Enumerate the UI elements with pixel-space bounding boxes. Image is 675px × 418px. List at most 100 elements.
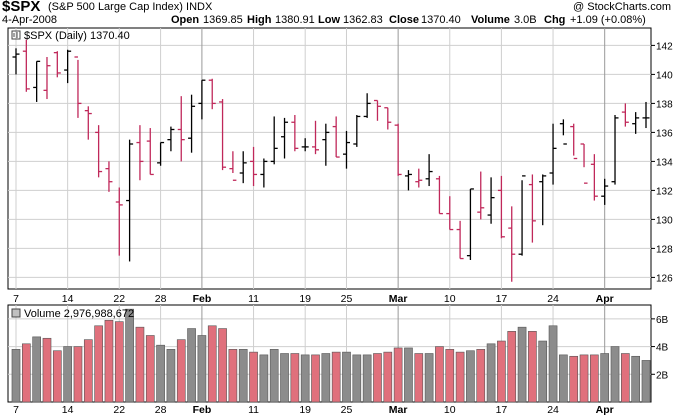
volume-bar <box>435 346 444 403</box>
price-legend-text: $SPX (Daily) 1370.40 <box>24 30 130 42</box>
volume-bar <box>445 349 455 403</box>
ohlc-bar <box>322 123 330 166</box>
price-y-tick-label: 134 <box>656 157 673 168</box>
ohlc-bar <box>508 206 516 282</box>
volume-legend-text: Volume 2,976,988,672 <box>24 308 134 320</box>
price-y-axis: 126 128 130 132 134 136 138 140 142 <box>651 41 673 284</box>
change-label: Chg <box>544 14 566 26</box>
ohlc-bar <box>590 154 598 201</box>
security-fullname: (S&P 500 Large Cap Index) <box>48 1 183 13</box>
ohlc-bar <box>53 51 61 78</box>
ohlc-bar <box>167 126 175 152</box>
ohlc-bar <box>136 125 144 181</box>
ohlc-bar <box>549 123 557 185</box>
volume-bar <box>538 340 548 403</box>
volume-bar <box>548 325 558 403</box>
volume-bar <box>507 331 517 403</box>
price-x-tick-label: 25 <box>341 293 353 305</box>
ohlc-bar <box>281 117 289 159</box>
volume-x-tick-label: 11 <box>248 404 259 416</box>
ohlc-bar <box>84 106 92 140</box>
volume-y-axis: 2B 4B 6B <box>651 315 669 381</box>
price-bars <box>12 39 650 282</box>
volume-bar <box>207 325 217 403</box>
ohlc-bar <box>291 115 299 152</box>
volume-bar <box>11 349 21 403</box>
ohlc-bar <box>260 158 268 188</box>
ohlc-bar <box>570 123 578 160</box>
ohlc-bar <box>229 151 237 181</box>
volume-bar <box>311 354 320 403</box>
ohlc-bar <box>22 39 30 92</box>
ohlc-bar <box>270 116 278 165</box>
ohlc-bar <box>373 99 381 121</box>
volume-bar <box>455 351 465 403</box>
ohlc-bar <box>632 112 640 134</box>
volume-bar <box>393 347 403 403</box>
volume-bar <box>476 349 486 403</box>
volume-bar <box>300 354 310 403</box>
price-x-tick-label: 17 <box>496 293 508 305</box>
price-x-tick-label: 10 <box>444 293 456 305</box>
volume-bar <box>383 351 393 403</box>
volume-bar <box>497 340 506 403</box>
ohlc-bar <box>177 96 185 162</box>
ohlc-bar <box>539 174 547 226</box>
ohlc-bar <box>497 175 505 239</box>
ohlc-bar <box>157 141 165 166</box>
volume-bar <box>249 351 258 403</box>
price-y-tick-label: 140 <box>656 70 673 81</box>
close-value: 1370.40 <box>421 14 461 26</box>
volume-bar <box>104 319 114 403</box>
price-y-tick-label: 136 <box>656 128 673 139</box>
volume-bar <box>321 353 331 403</box>
volume-x-tick-label: 19 <box>299 404 311 416</box>
volume-x-tick-label: Feb <box>193 404 212 416</box>
price-legend: $SPX (Daily) 1370.40 <box>11 30 130 42</box>
ohlc-bar <box>105 161 113 192</box>
legend-swatch-volume <box>11 308 21 318</box>
chart-title-bar: $SPX (S&P 500 Large Cap Index) INDX @ St… <box>0 0 675 15</box>
ohlc-bar <box>415 168 423 188</box>
volume-bar <box>83 339 93 403</box>
ohlc-bar <box>332 116 340 158</box>
ohlc-bar <box>363 93 371 118</box>
price-x-tick-label: 11 <box>248 293 259 305</box>
close-label: Close <box>389 14 419 26</box>
price-x-tick-label: 22 <box>113 293 125 305</box>
volume-x-tick-label: 17 <box>496 404 508 416</box>
quote-summary: 4-Apr-2008 Open 1369.85 High 1380.91 Low… <box>0 14 675 27</box>
volume-bar <box>238 349 248 403</box>
ohlc-bar <box>456 220 464 260</box>
volume-bar <box>590 354 599 403</box>
volume-bar <box>187 328 196 403</box>
volume-x-tick-label: 10 <box>444 404 456 416</box>
volume-bar <box>145 335 155 403</box>
ohlc-bar <box>621 103 629 127</box>
volume-bar <box>259 354 269 403</box>
open-value: 1369.85 <box>203 14 243 26</box>
ohlc-bar <box>301 138 309 152</box>
change-value: +1.09 (+0.08%) <box>570 14 646 26</box>
volume-bar <box>21 343 31 403</box>
exchange: INDX <box>186 1 213 13</box>
price-x-tick-label: 24 <box>547 293 559 305</box>
ohlc-bar <box>342 130 350 169</box>
volume-bar <box>331 351 341 403</box>
price-y-tick-label: 128 <box>656 244 673 255</box>
volume-bar <box>559 354 568 403</box>
ohlc-bar <box>312 120 320 155</box>
volume-bar <box>94 325 103 403</box>
ohlc-bar <box>95 125 103 178</box>
ohlc-bar <box>404 170 412 191</box>
volume-bar <box>631 355 641 403</box>
high-value: 1380.91 <box>275 14 315 26</box>
ohlc-bar <box>239 151 247 184</box>
volume-bar <box>362 354 372 403</box>
price-y-tick-label: 138 <box>656 99 673 110</box>
price-x-tick-label: 7 <box>13 293 19 305</box>
volume-x-tick-label: 14 <box>62 404 74 416</box>
price-x-tick-label: 19 <box>299 293 311 305</box>
low-label: Low <box>318 14 340 26</box>
volume-bar <box>290 353 300 403</box>
